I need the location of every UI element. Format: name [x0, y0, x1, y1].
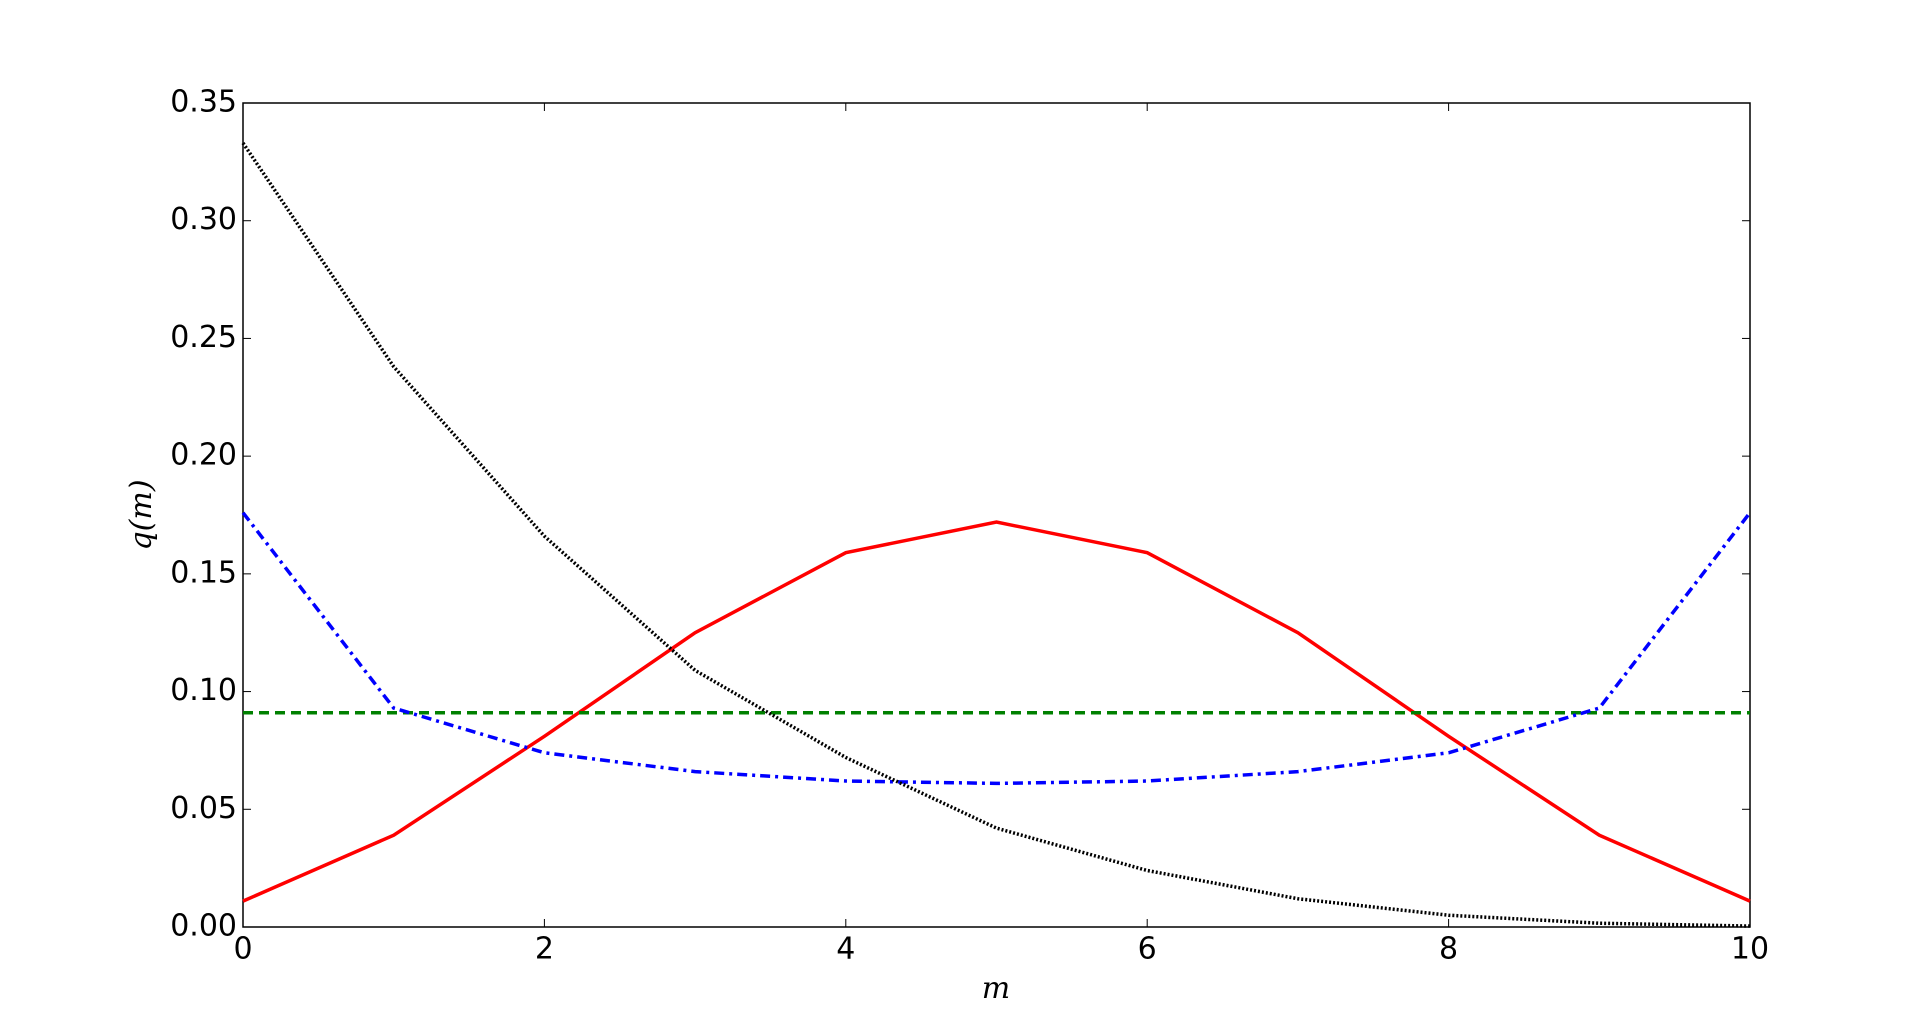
- x-tick-label: 2: [535, 932, 554, 967]
- x-tick-label: 0: [233, 932, 252, 967]
- y-axis-label: q(m): [124, 479, 159, 550]
- y-tick-label: 0.35: [170, 85, 237, 120]
- y-tick-label: 0.20: [170, 438, 237, 473]
- y-tick-label: 0.10: [170, 673, 237, 708]
- x-tick-label: 10: [1731, 932, 1769, 967]
- series-line: [242, 520, 1751, 903]
- y-tick-label: 0.15: [170, 555, 237, 590]
- y-tick-label: 0.25: [170, 320, 237, 355]
- series-line: [241, 511, 1752, 786]
- x-axis-label: m: [982, 971, 1010, 1006]
- x-tick-label: 8: [1439, 932, 1458, 967]
- y-tick-label: 0.30: [170, 202, 237, 237]
- x-tick-label: 4: [836, 932, 855, 967]
- y-tick-label: 0.05: [170, 791, 237, 826]
- x-tick-label: 6: [1138, 932, 1157, 967]
- plot-frame: [242, 102, 1751, 928]
- y-tick-label: 0.00: [170, 909, 237, 944]
- series-line: [241, 142, 1751, 928]
